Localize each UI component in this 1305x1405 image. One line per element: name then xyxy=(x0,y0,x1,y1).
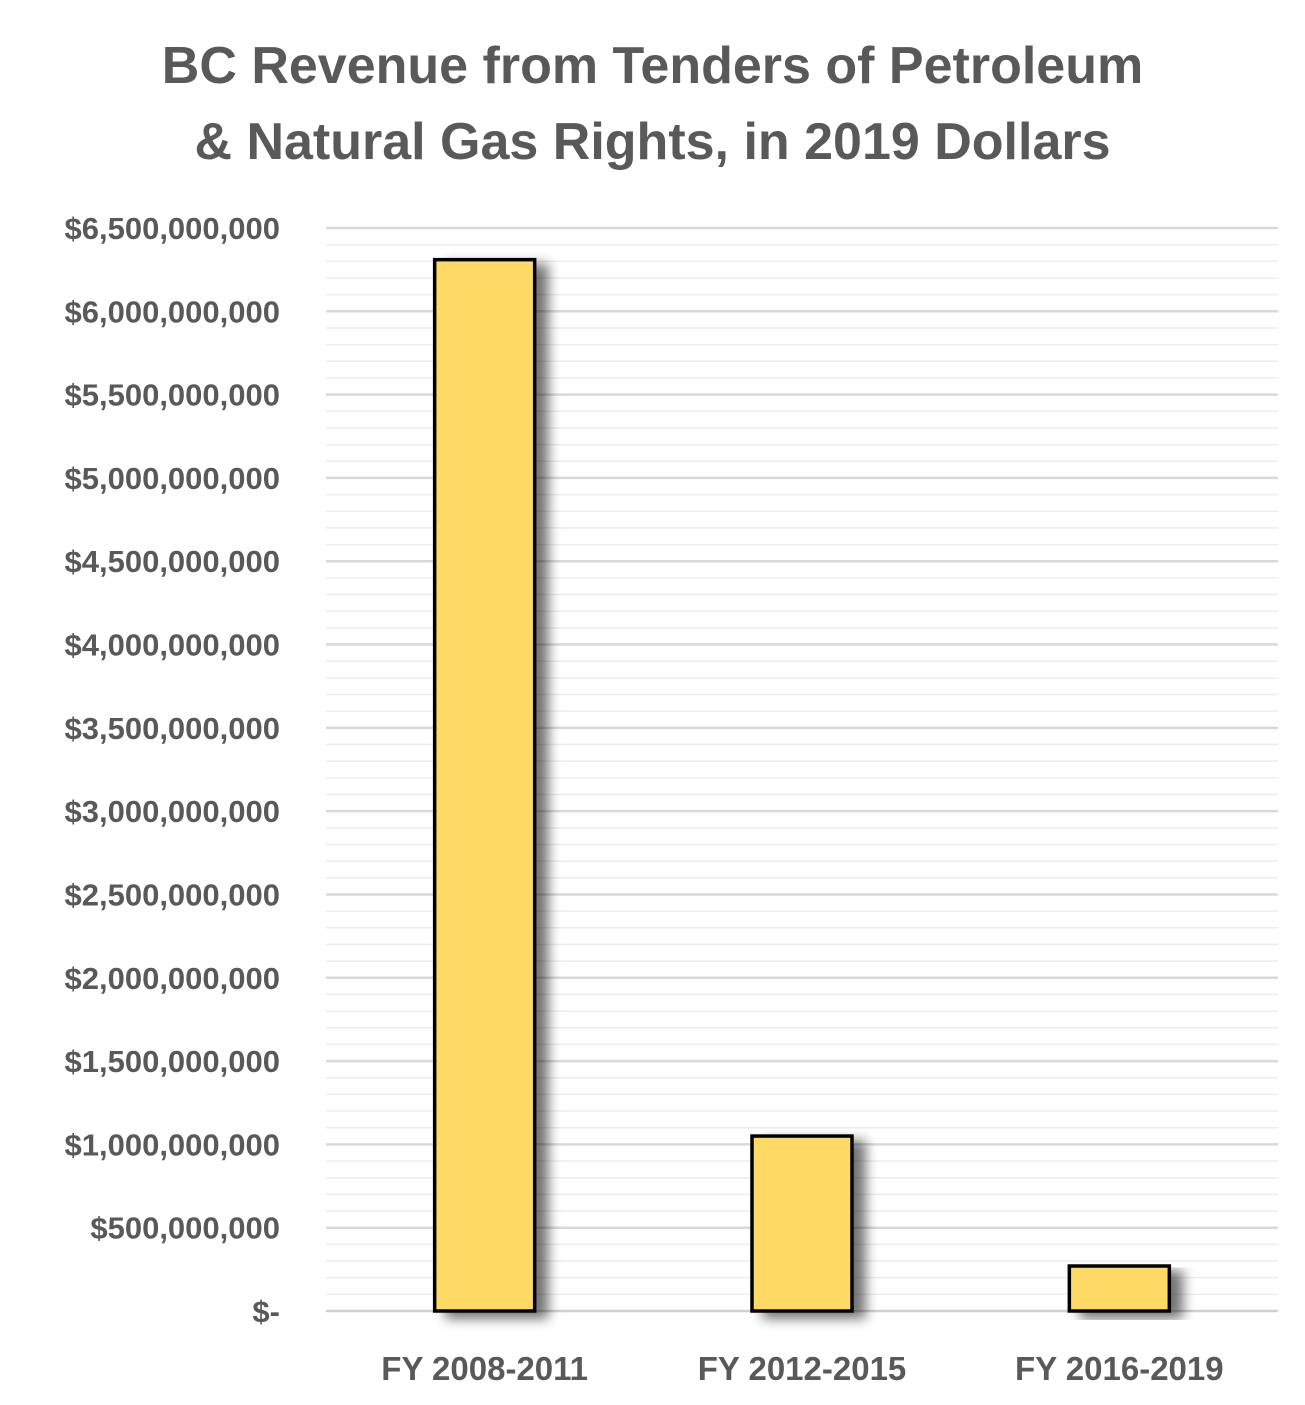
y-tick-label: $4,500,000,000 xyxy=(65,544,281,579)
y-tick-label: $2,500,000,000 xyxy=(65,877,281,912)
bar xyxy=(750,1134,854,1313)
chart-title-line-1: BC Revenue from Tenders of Petroleum xyxy=(161,37,1144,95)
bars xyxy=(432,257,1172,1313)
y-tick-label: $6,000,000,000 xyxy=(65,294,281,329)
x-category-label: FY 2016-2019 xyxy=(1015,1350,1224,1387)
y-tick-label: $6,500,000,000 xyxy=(65,211,281,246)
x-axis-category-labels: FY 2008-2011 FY 2012-2015 FY 2016-2019 xyxy=(381,1350,1223,1387)
y-tick-label: $5,500,000,000 xyxy=(65,378,281,413)
y-tick-label: $- xyxy=(252,1294,280,1329)
y-tick-label: $2,000,000,000 xyxy=(65,961,281,996)
y-tick-label: $1,000,000,000 xyxy=(65,1127,281,1162)
y-tick-label: $5,000,000,000 xyxy=(65,461,281,496)
x-category-label: FY 2012-2015 xyxy=(698,1350,907,1387)
bar xyxy=(1067,1264,1172,1313)
y-axis-tick-labels: $- $500,000,000 $1,000,000,000 $1,500,000,0… xyxy=(65,211,281,1329)
y-tick-label: $4,000,000,000 xyxy=(65,628,281,663)
bar xyxy=(432,257,537,1313)
y-tick-label: $500,000,000 xyxy=(90,1211,280,1246)
y-tick-label: $3,500,000,000 xyxy=(65,711,281,746)
y-tick-label: $1,500,000,000 xyxy=(65,1044,281,1079)
y-tick-label: $3,000,000,000 xyxy=(65,794,281,829)
x-category-label: FY 2008-2011 xyxy=(381,1350,588,1387)
chart-title: BC Revenue from Tenders of Petroleum & N… xyxy=(0,28,1305,180)
chart-title-line-2: & Natural Gas Rights, in 2019 Dollars xyxy=(194,113,1111,171)
